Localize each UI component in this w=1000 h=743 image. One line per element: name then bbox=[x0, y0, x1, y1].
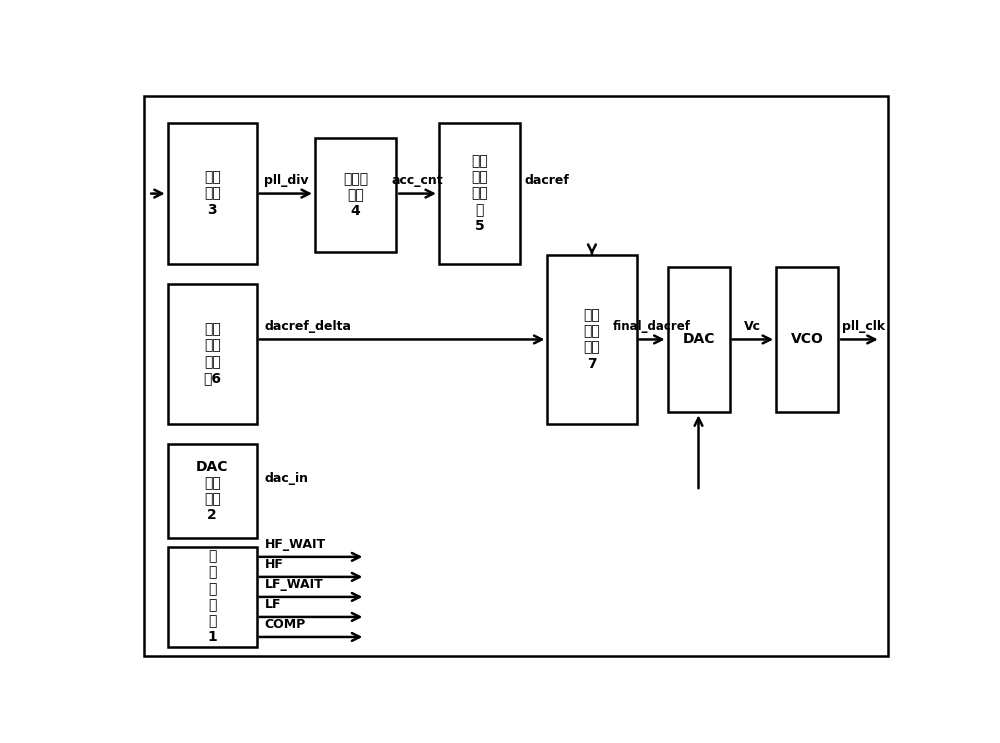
Bar bbox=[168, 284, 257, 424]
Text: 第二计
数器
4: 第二计 数器 4 bbox=[343, 172, 368, 218]
Text: 第一
查找
表电
路
5: 第一 查找 表电 路 5 bbox=[471, 154, 488, 233]
Text: 分频
电路
3: 分频 电路 3 bbox=[204, 170, 221, 217]
Bar bbox=[668, 267, 730, 412]
Bar bbox=[168, 123, 257, 264]
Text: acc_cnt: acc_cnt bbox=[392, 174, 443, 186]
Text: DAC: DAC bbox=[682, 332, 715, 346]
Text: Vc: Vc bbox=[744, 319, 761, 333]
Bar bbox=[168, 444, 257, 538]
Text: LF_WAIT: LF_WAIT bbox=[264, 578, 323, 591]
Text: VCO: VCO bbox=[791, 332, 823, 346]
Text: final_dacref: final_dacref bbox=[613, 319, 691, 333]
Text: dacref: dacref bbox=[524, 174, 569, 186]
Bar bbox=[547, 255, 637, 424]
Bar bbox=[439, 123, 520, 264]
Text: HF: HF bbox=[264, 558, 283, 571]
Text: DAC
控制
电路
2: DAC 控制 电路 2 bbox=[196, 460, 228, 522]
Text: LF: LF bbox=[264, 598, 281, 611]
Text: 第二
查找
表电
路6: 第二 查找 表电 路6 bbox=[203, 322, 221, 385]
Text: dac_in: dac_in bbox=[264, 473, 308, 485]
Bar bbox=[168, 547, 257, 647]
Text: 第
一
计
数
器
1: 第 一 计 数 器 1 bbox=[207, 549, 217, 644]
Bar bbox=[315, 137, 396, 252]
Text: 精调
控制
电路
7: 精调 控制 电路 7 bbox=[584, 308, 600, 371]
Text: COMP: COMP bbox=[264, 618, 306, 632]
Text: dacref_delta: dacref_delta bbox=[264, 319, 352, 333]
Text: pll_div: pll_div bbox=[264, 174, 308, 186]
Bar bbox=[776, 267, 838, 412]
Text: HF_WAIT: HF_WAIT bbox=[264, 538, 326, 551]
Text: pll_clk: pll_clk bbox=[842, 319, 885, 333]
